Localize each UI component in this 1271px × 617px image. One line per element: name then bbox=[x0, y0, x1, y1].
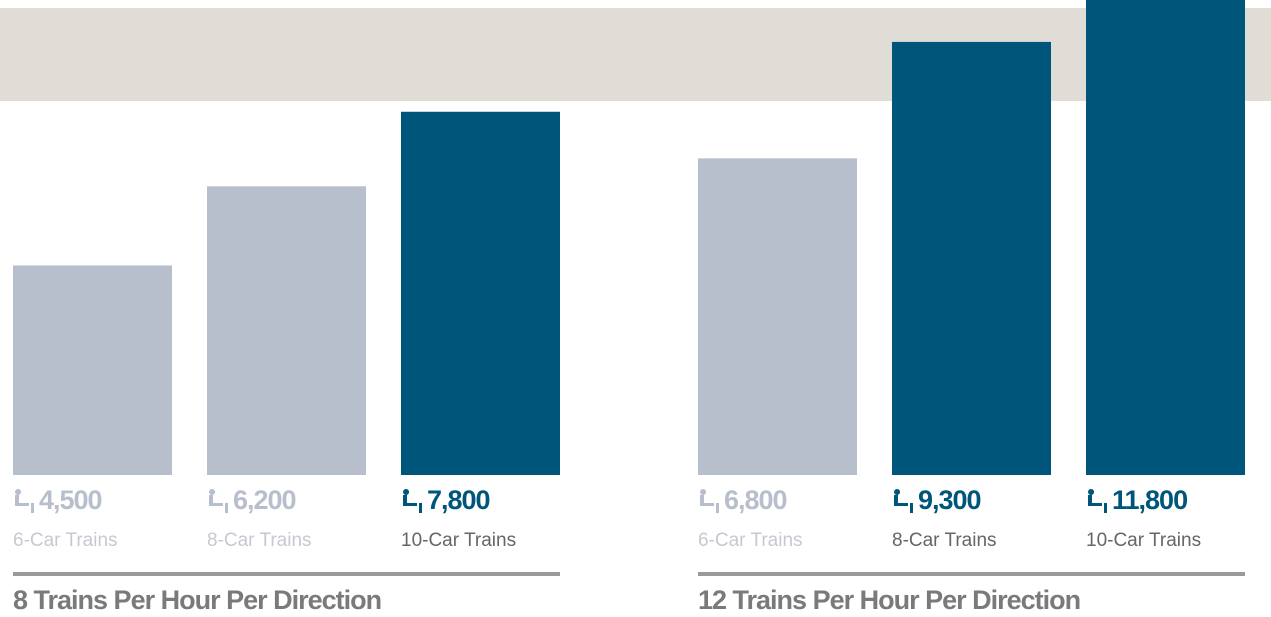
group-title: 12 Trains Per Hour Per Direction bbox=[698, 585, 1080, 615]
group-rule bbox=[13, 572, 560, 576]
value-label: 11,800 bbox=[1112, 485, 1187, 515]
category-label: 8-Car Trains bbox=[892, 530, 997, 551]
seat-icon bbox=[15, 489, 34, 513]
bar bbox=[1086, 0, 1245, 476]
category-label: 8-Car Trains bbox=[207, 530, 312, 551]
value-label: 9,300 bbox=[918, 485, 981, 515]
seat-icon bbox=[209, 489, 228, 513]
value-label: 4,500 bbox=[39, 485, 102, 515]
bar bbox=[207, 186, 366, 475]
bar bbox=[892, 41, 1051, 475]
seat-icon bbox=[1088, 489, 1107, 513]
category-label: 6-Car Trains bbox=[698, 530, 803, 551]
value-label: 6,200 bbox=[233, 485, 296, 515]
value-label: 7,800 bbox=[427, 485, 490, 515]
bar bbox=[401, 111, 560, 475]
category-label: 10-Car Trains bbox=[1086, 530, 1201, 551]
group-title: 8 Trains Per Hour Per Direction bbox=[13, 585, 381, 615]
seat-icon bbox=[403, 489, 422, 513]
bar bbox=[698, 158, 857, 476]
category-label: 6-Car Trains bbox=[13, 530, 118, 551]
seat-icon bbox=[894, 489, 913, 513]
reference-band bbox=[0, 8, 1271, 101]
seat-icon bbox=[700, 489, 719, 513]
group-rule bbox=[698, 572, 1245, 576]
labels: 4,500 6-Car Trains 6,200 8-Car Trains 7,800 1… bbox=[13, 485, 1245, 615]
bar bbox=[13, 265, 172, 475]
value-label: 6,800 bbox=[724, 485, 787, 515]
bars bbox=[13, 0, 1245, 476]
category-label: 10-Car Trains bbox=[401, 530, 516, 551]
